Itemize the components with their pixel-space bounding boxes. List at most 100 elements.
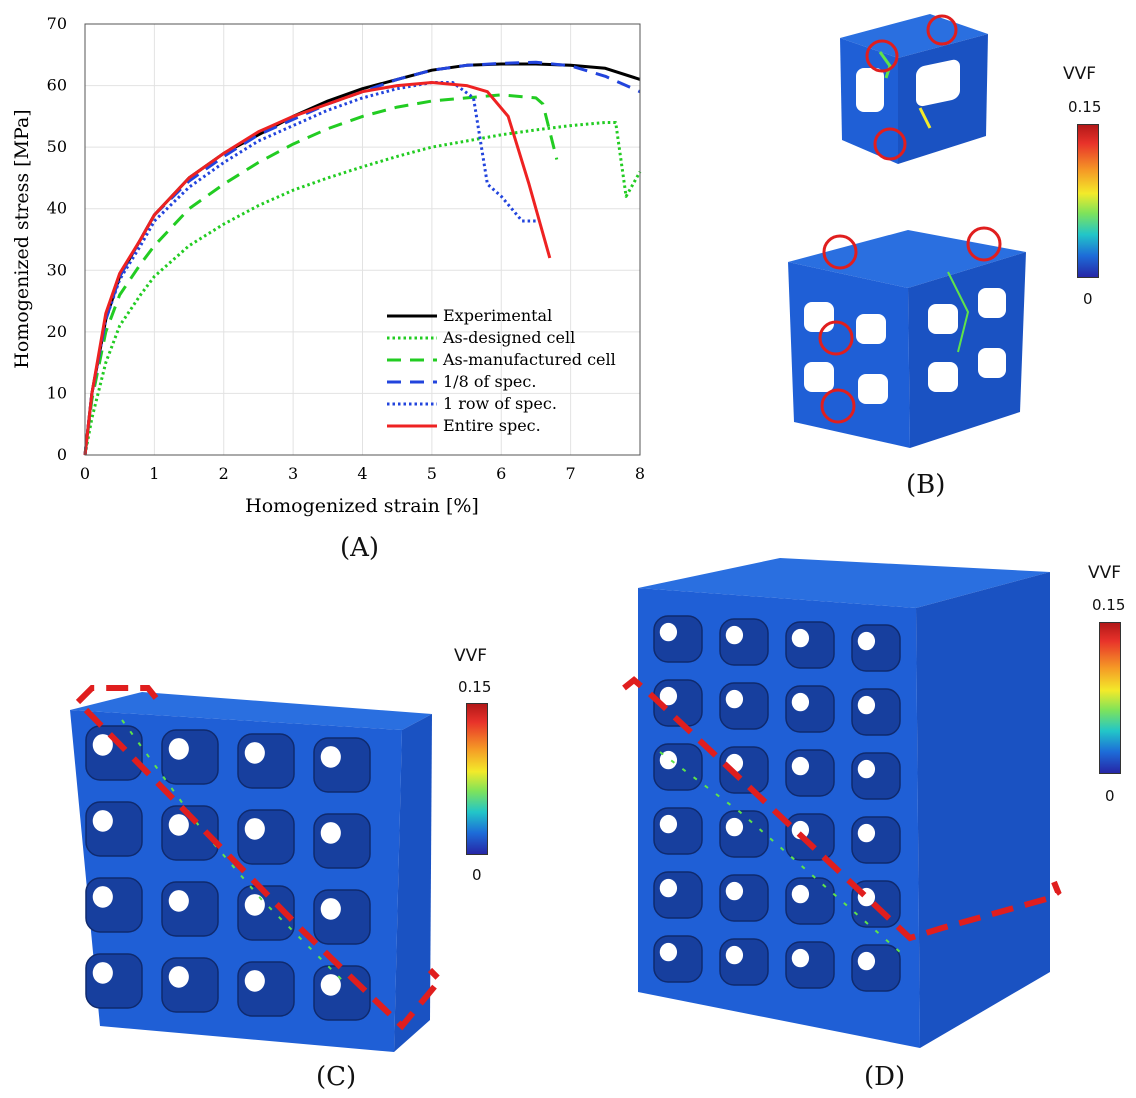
lattice-opening <box>244 970 265 992</box>
lattice-cell <box>85 725 143 781</box>
lattice-opening <box>791 948 810 968</box>
series-line-5 <box>83 81 536 456</box>
lattice-opening <box>320 974 341 996</box>
y-tick-label: 50 <box>47 137 67 156</box>
colorbar-c <box>466 703 488 855</box>
highlight-circle <box>865 39 899 73</box>
y-tick-label: 0 <box>57 445 67 464</box>
colorbar-max-d: 0.15 <box>1092 596 1126 614</box>
cube-hole <box>856 68 884 112</box>
damage-band-outline <box>622 676 1062 942</box>
lattice-cell <box>719 938 769 986</box>
lattice-cell <box>313 813 371 869</box>
lattice-opening <box>168 738 189 760</box>
colorbar-title-c: VVF <box>454 646 488 666</box>
lattice-cell <box>161 729 219 785</box>
lattice-opening <box>659 686 678 706</box>
lattice-cell <box>785 749 835 797</box>
lattice-cell <box>161 881 219 937</box>
lattice-opening <box>659 750 678 770</box>
legend-label: Experimental <box>443 306 552 325</box>
specimen-side-face <box>916 572 1050 1048</box>
lattice-opening <box>725 881 744 901</box>
lattice-cell <box>85 801 143 857</box>
x-tick-label: 1 <box>149 464 159 483</box>
lattice-cell <box>653 871 703 919</box>
lattice-cell <box>785 877 835 925</box>
lattice-cell <box>785 941 835 989</box>
slab-holes <box>85 725 371 1021</box>
highlight-circle <box>966 226 1002 262</box>
specimen-top-face <box>638 558 1050 608</box>
x-axis-label: Homogenized strain [%] <box>245 495 479 517</box>
series-line-6 <box>83 81 552 456</box>
x-tick-label: 3 <box>288 464 298 483</box>
lattice-cell <box>313 965 371 1021</box>
axis-ticks: 0 1 2 3 4 5 6 7 8 0 10 20 30 40 50 60 70 <box>47 14 645 483</box>
damage-streak <box>878 51 892 79</box>
panel-label-c: (C) <box>316 1062 357 1092</box>
y-tick-label: 20 <box>47 322 67 341</box>
lattice-opening <box>244 818 265 840</box>
cube-hole <box>916 59 960 107</box>
lattice-opening <box>791 628 810 648</box>
legend-label: 1/8 of spec. <box>443 372 536 391</box>
panel-label-b: (B) <box>906 470 946 500</box>
y-tick-label: 10 <box>47 383 67 402</box>
cell-row-render <box>788 226 1026 448</box>
lattice-opening <box>320 822 341 844</box>
lattice-opening <box>168 890 189 912</box>
colorbar-max-b: 0.15 <box>1068 98 1102 116</box>
lattice-cell <box>851 816 901 864</box>
panel-label-d: (D) <box>864 1062 906 1092</box>
lattice-cell <box>785 685 835 733</box>
lattice-opening <box>857 631 876 651</box>
colorbar-title-b: VVF <box>1063 64 1097 84</box>
chart-series <box>83 60 642 456</box>
lattice-cell <box>85 877 143 933</box>
lattice-cell <box>719 810 769 858</box>
x-tick-label: 8 <box>635 464 645 483</box>
lattice-cell <box>653 807 703 855</box>
slab-front-face <box>70 710 402 1052</box>
lattice-cell <box>313 889 371 945</box>
lattice-cell <box>85 953 143 1009</box>
lattice-opening <box>791 692 810 712</box>
lattice-opening <box>320 898 341 920</box>
lattice-holes <box>804 288 1006 404</box>
lattice-cell <box>719 618 769 666</box>
lattice-cell <box>851 944 901 992</box>
lattice-opening <box>725 817 744 837</box>
legend-label: As-designed cell <box>442 328 575 347</box>
lattice-cell <box>237 809 295 865</box>
lattice-opening <box>92 886 113 908</box>
lattice-cell <box>785 813 835 861</box>
x-tick-label: 6 <box>496 464 506 483</box>
lattice-opening <box>244 894 265 916</box>
lattice-opening <box>659 878 678 898</box>
highlight-circle <box>873 127 907 161</box>
lattice-cell <box>313 737 371 793</box>
lattice-cell <box>851 752 901 800</box>
unit-cell-render-small <box>840 14 988 164</box>
slab-side-face <box>394 714 432 1052</box>
plot-area-frame <box>84 23 641 456</box>
lattice-cell <box>653 935 703 983</box>
slab-top-face <box>70 692 432 730</box>
y-tick-label: 60 <box>47 76 67 95</box>
lattice-opening <box>659 814 678 834</box>
lattice-opening <box>168 814 189 836</box>
lattice-cell <box>237 961 295 1017</box>
highlight-circle <box>822 234 858 270</box>
damage-streak <box>918 107 932 129</box>
chart-legend: Experimental As-designed cell As-manufactu… <box>387 306 616 435</box>
lattice-cell <box>719 682 769 730</box>
y-tick-label: 70 <box>47 14 67 33</box>
damage-band-outline <box>75 685 445 1031</box>
y-axis-label: Homogenized stress [MPa] <box>11 109 33 368</box>
lattice-opening <box>857 695 876 715</box>
legend-label: As-manufactured cell <box>442 350 616 369</box>
colorbar-min-d: 0 <box>1105 787 1115 805</box>
lattice-opening <box>659 942 678 962</box>
lattice-opening <box>92 810 113 832</box>
